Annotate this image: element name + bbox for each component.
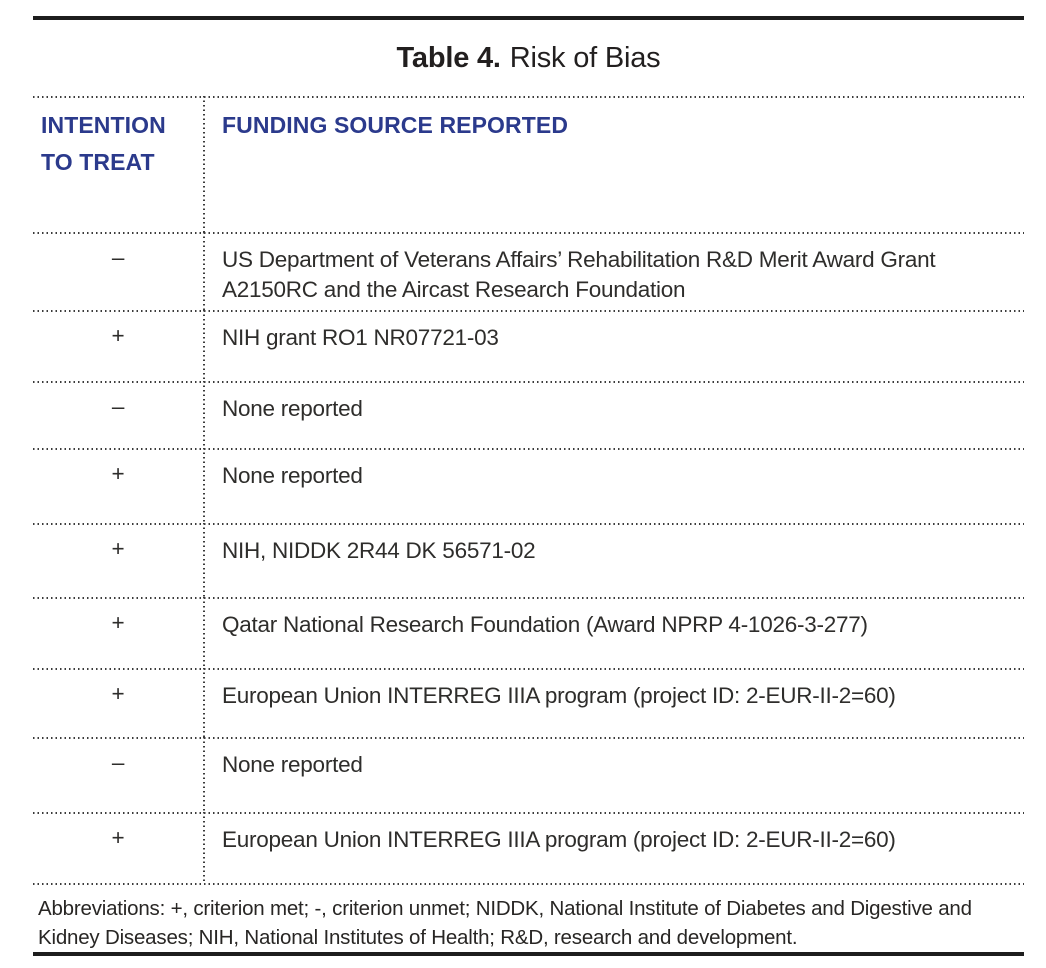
itt-cell: + — [111, 610, 125, 635]
table-row: – US Department of Veterans Affairs’ Reh… — [33, 232, 1024, 310]
itt-cell: – — [111, 394, 125, 419]
funding-cell: US Department of Veterans Affairs’ Rehab… — [203, 232, 1024, 310]
table-row: + European Union INTERREG IIIA program (… — [33, 812, 1024, 883]
top-rule — [33, 16, 1024, 20]
table-footnote-row: Abbreviations: +, criterion met; -, crit… — [33, 883, 1024, 952]
table-title: Table 4. Risk of Bias — [33, 20, 1024, 96]
funding-cell: European Union INTERREG IIIA program (pr… — [203, 812, 1024, 883]
table-row: + Qatar National Research Foundation (Aw… — [33, 597, 1024, 668]
itt-cell: + — [111, 681, 125, 706]
table-row: + NIH, NIDDK 2R44 DK 56571-02 — [33, 523, 1024, 597]
table-row: + None reported — [33, 448, 1024, 523]
table-title-text: Risk of Bias — [509, 41, 661, 74]
abbreviations-footnote: Abbreviations: +, criterion met; -, crit… — [38, 897, 972, 949]
table-title-number: Table 4. — [396, 41, 501, 74]
table-header-row: INTENTION TO TREAT FUNDING SOURCE REPORT… — [33, 96, 1024, 232]
funding-cell: None reported — [203, 381, 1024, 448]
table-row: + NIH grant RO1 NR07721-03 — [33, 310, 1024, 381]
itt-cell: + — [111, 825, 125, 850]
column-header-intention-to-treat: INTENTION TO TREAT — [41, 112, 166, 175]
table-row: + European Union INTERREG IIIA program (… — [33, 668, 1024, 737]
itt-cell: + — [111, 323, 125, 348]
funding-cell: European Union INTERREG IIIA program (pr… — [203, 668, 1024, 737]
funding-cell: NIH grant RO1 NR07721-03 — [203, 310, 1024, 381]
column-header-funding-source: FUNDING SOURCE REPORTED — [203, 96, 1024, 232]
itt-cell: – — [111, 750, 125, 775]
funding-cell: NIH, NIDDK 2R44 DK 56571-02 — [203, 523, 1024, 597]
funding-cell: None reported — [203, 448, 1024, 523]
itt-cell: – — [111, 245, 125, 270]
funding-cell: None reported — [203, 737, 1024, 812]
table-row: – None reported — [33, 381, 1024, 448]
bottom-rule — [33, 952, 1024, 956]
table-sheet: Table 4. Risk of Bias INTENTION TO TREAT… — [33, 0, 1024, 956]
table-row: – None reported — [33, 737, 1024, 812]
funding-cell: Qatar National Research Foundation (Awar… — [203, 597, 1024, 668]
itt-cell: + — [111, 461, 125, 486]
itt-cell: + — [111, 536, 125, 561]
